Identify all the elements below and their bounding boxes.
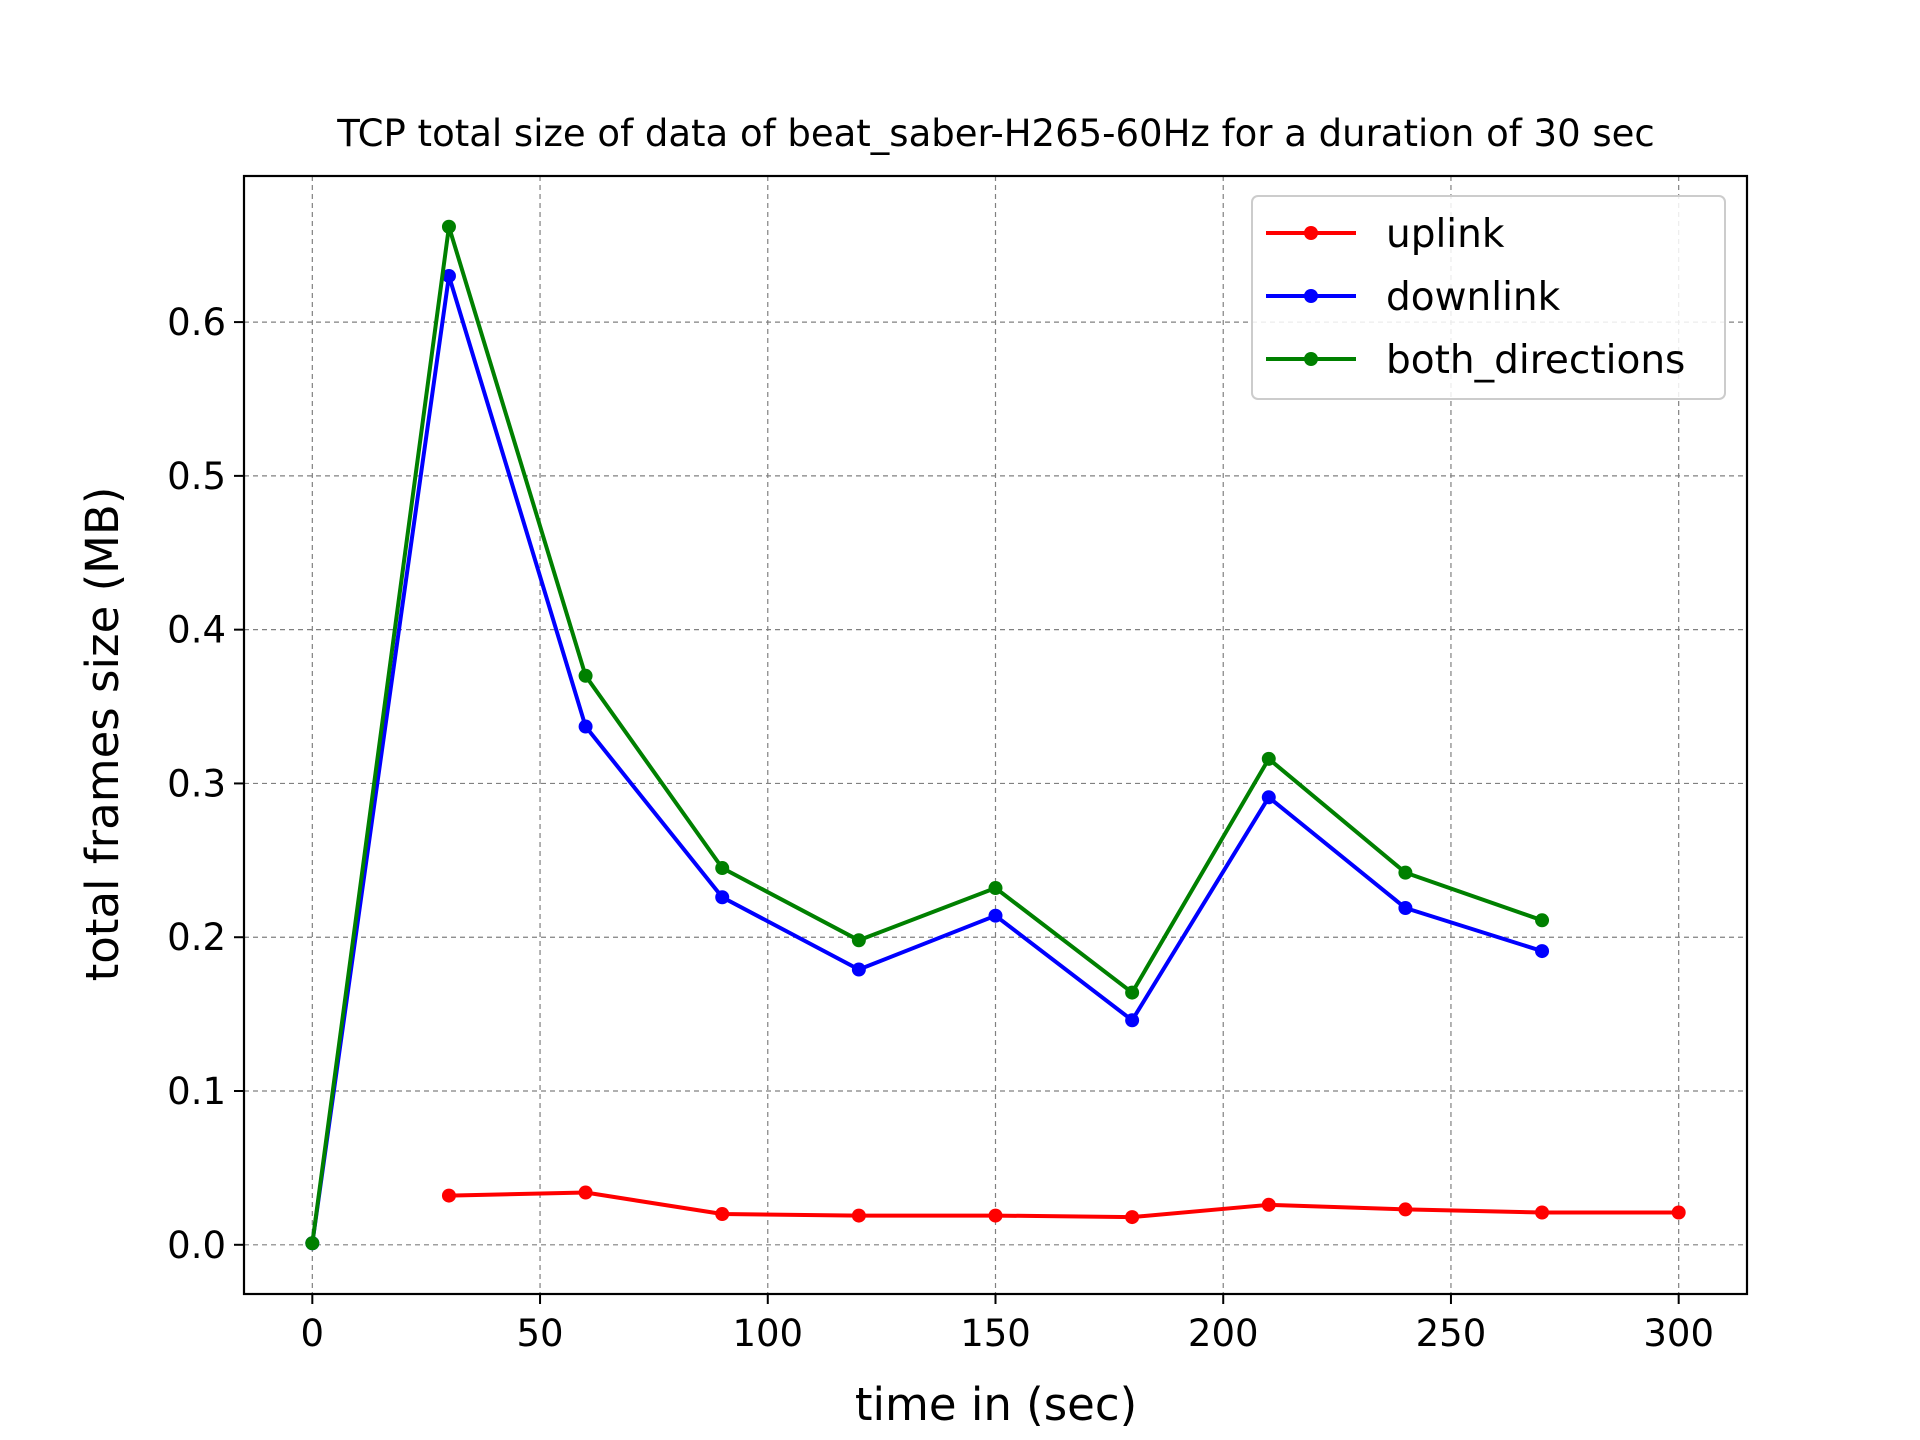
data-point-downlink [988,908,1003,923]
legend-label-downlink: downlink [1386,275,1561,320]
chart-title: TCP total size of data of beat_saber-H26… [336,112,1655,155]
legend-marker-downlink [1304,289,1318,303]
legend-box [1251,195,1726,400]
legend-marker-both_directions [1304,352,1318,366]
x-tick-label: 200 [1188,1312,1259,1355]
data-point-uplink [578,1185,593,1200]
y-tick-label: 0.6 [167,301,226,344]
y-tick-label: 0.0 [167,1224,226,1267]
legend-label-both_directions: both_directions [1386,338,1685,383]
y-tick-label: 0.4 [167,609,226,652]
data-point-downlink [1125,1013,1140,1028]
y-tick-label: 0.2 [167,916,226,959]
data-point-uplink [441,1188,456,1203]
data-point-uplink [1125,1210,1140,1225]
series-line-both_directions [310,224,1543,1244]
data-point-both_directions [1125,985,1140,1000]
data-point-downlink [1261,790,1276,805]
data-point-uplink [851,1208,866,1223]
y-tick-label: 0.3 [167,762,226,805]
data-point-uplink [715,1207,730,1222]
series-line-downlink [310,273,1543,1244]
data-point-downlink [1535,944,1550,959]
data-point-uplink [1535,1205,1550,1220]
data-point-both_directions [578,668,593,683]
grid-lines [244,176,1747,1294]
data-point-both_directions [988,881,1003,896]
legend: uplink downlink both_directions [1251,195,1726,400]
data-point-both_directions [305,1236,320,1251]
data-point-uplink [988,1208,1003,1223]
x-tick-label: 50 [516,1312,563,1355]
data-point-uplink [1398,1202,1413,1217]
data-point-both_directions [1535,913,1550,928]
data-point-downlink [851,962,866,977]
data-point-uplink [1261,1197,1276,1212]
x-tick-label: 0 [301,1312,325,1355]
series-layer [305,219,1686,1251]
x-tick-label: 300 [1643,1312,1714,1355]
y-axis-label: total frames size (MB) [76,487,129,982]
x-tick-label: 100 [732,1312,803,1355]
legend-marker-uplink [1304,226,1318,240]
y-tick-label: 0.1 [167,1070,226,1113]
legend-label-uplink: uplink [1386,212,1505,257]
data-point-downlink [441,268,456,283]
data-point-uplink [1671,1205,1686,1220]
x-axis-label: time in (sec) [855,1378,1137,1431]
data-point-downlink [578,719,593,734]
x-tick-label: 250 [1416,1312,1487,1355]
data-point-downlink [1398,901,1413,916]
series-line-uplink [448,1190,1679,1220]
data-point-downlink [715,890,730,905]
data-point-both_directions [851,933,866,948]
data-point-both_directions [715,861,730,876]
axis-ticks: 0 50 100 150 200 250 300 0.0 0.1 0.2 0.3 0.4 0.5 0.6 [167,301,1714,1355]
data-point-both_directions [1398,865,1413,880]
data-point-both_directions [441,219,456,234]
y-tick-label: 0.5 [167,455,226,498]
x-tick-label: 150 [960,1312,1031,1355]
data-point-both_directions [1261,751,1276,766]
